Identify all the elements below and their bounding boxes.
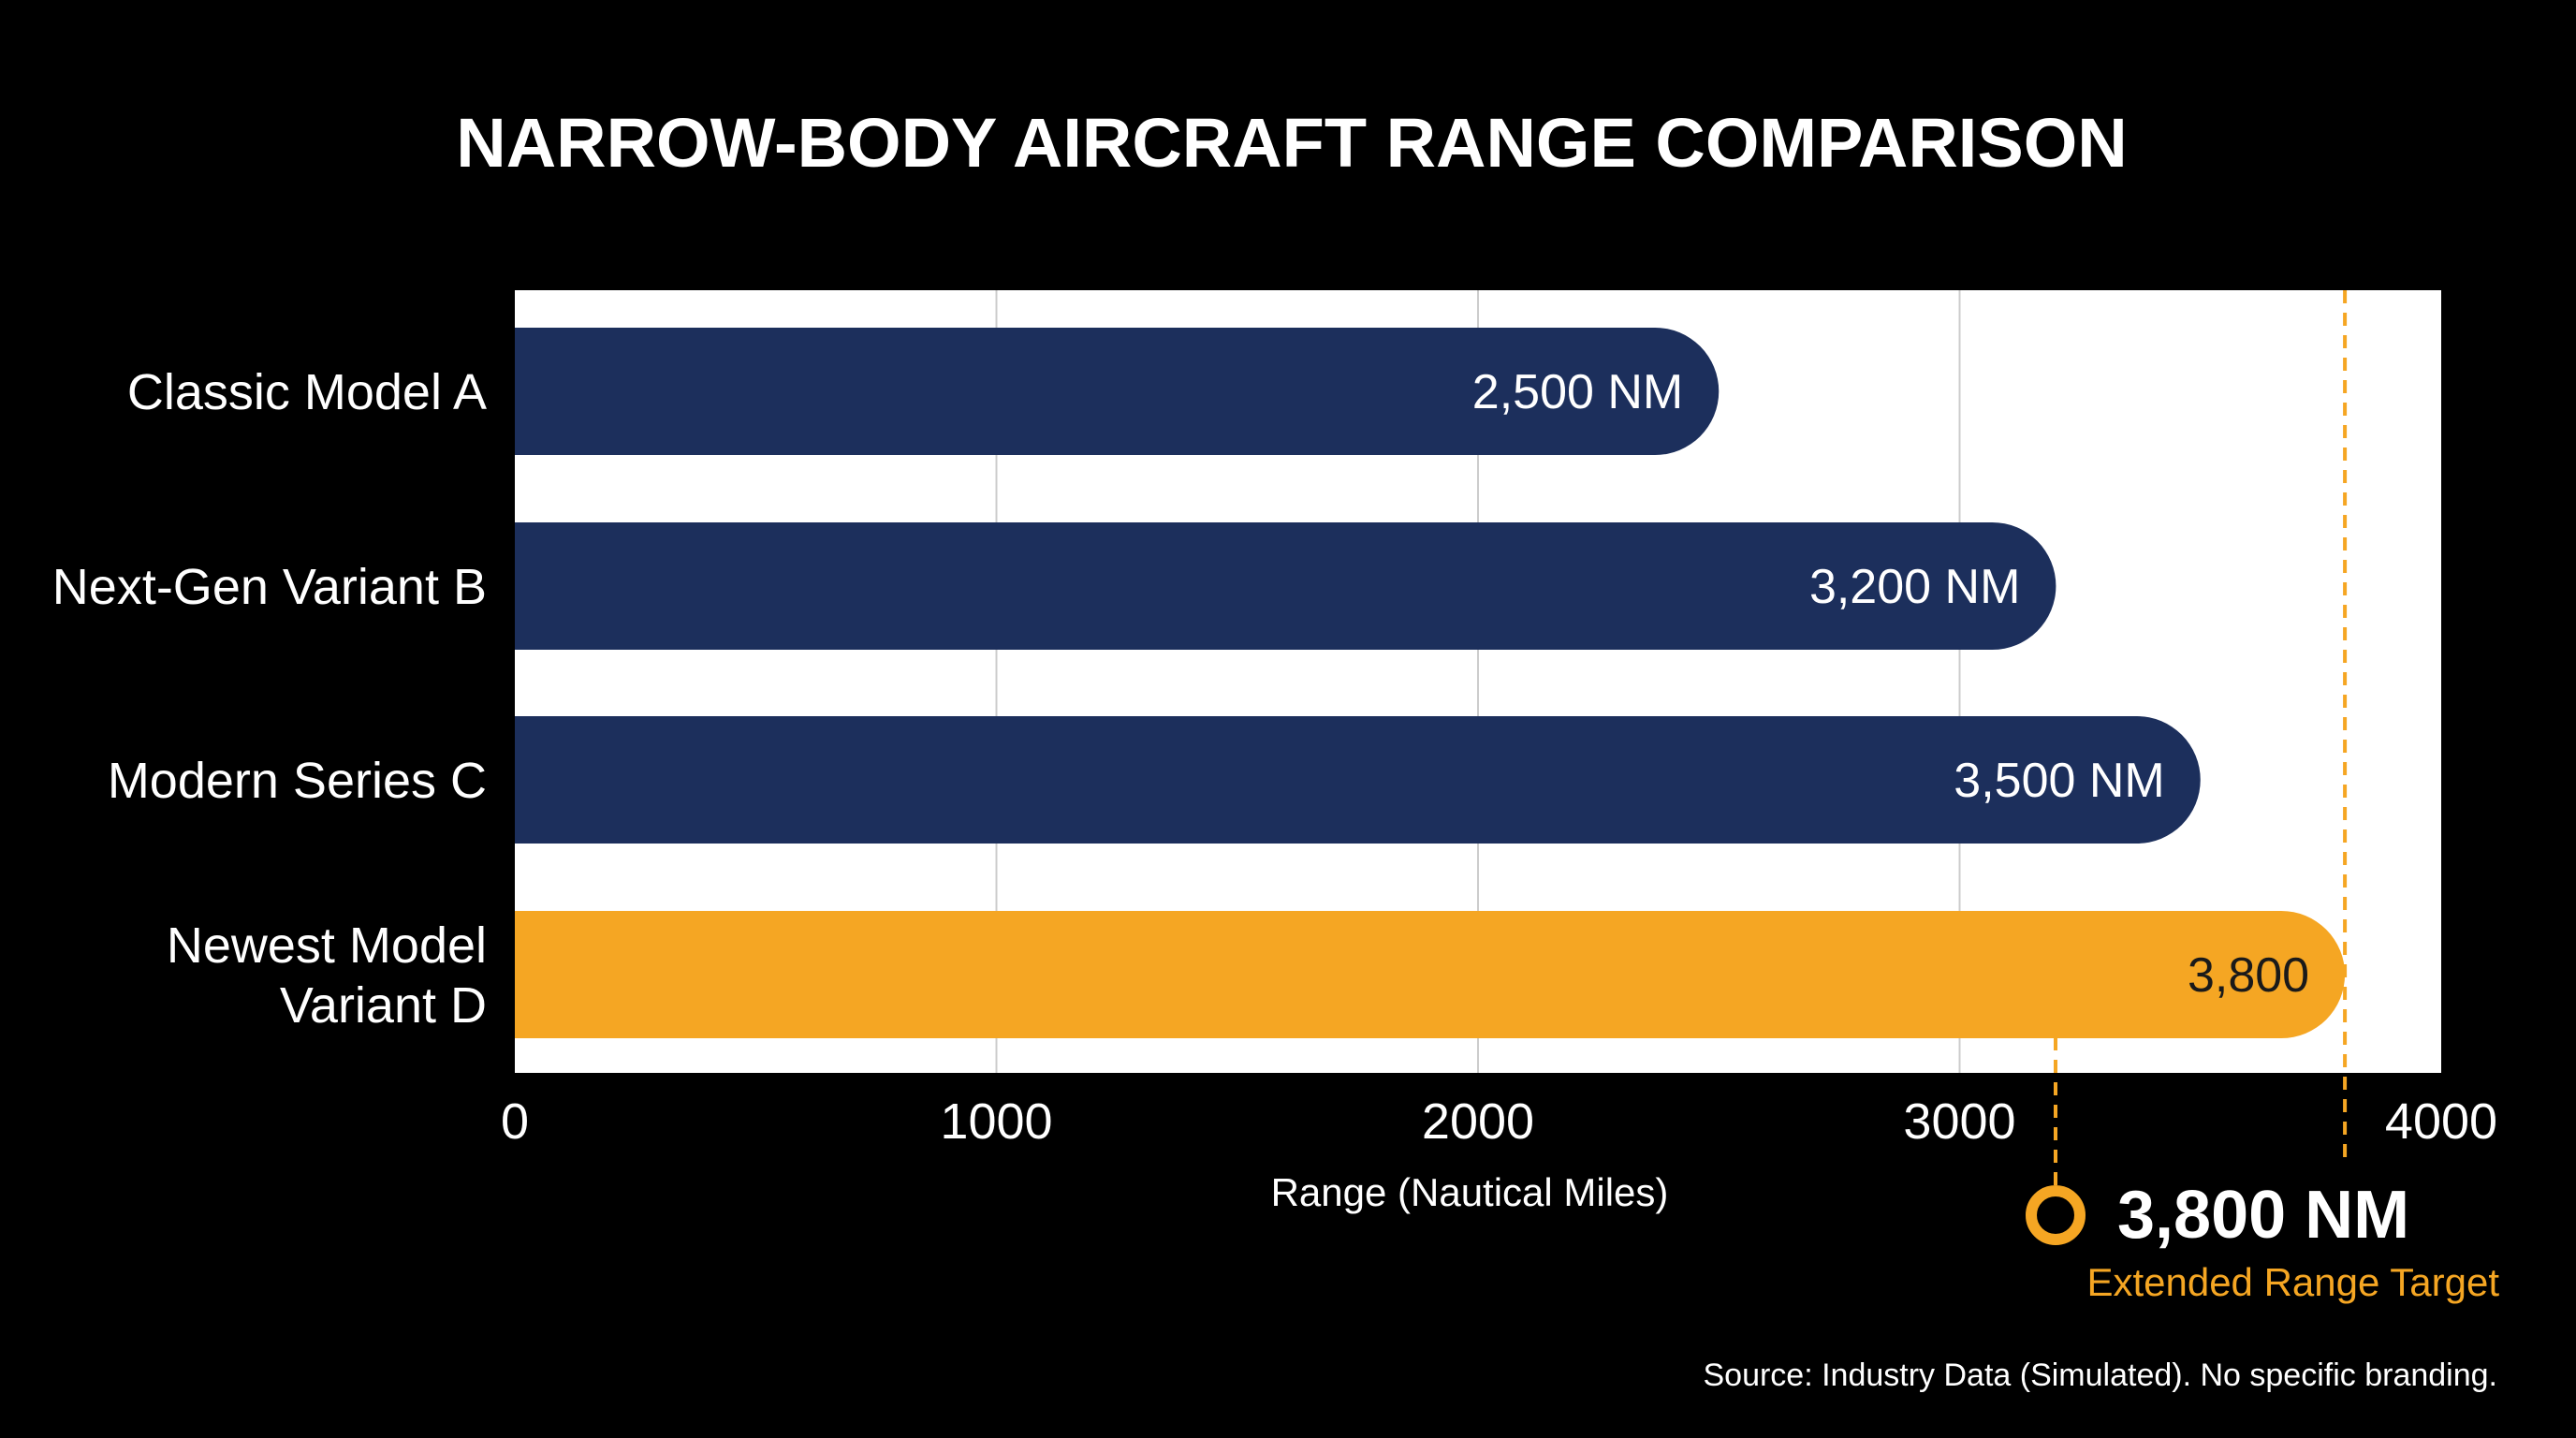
bar-value-label: 3,500 NM [1954, 754, 2164, 808]
category-label: Newest Model [167, 917, 487, 974]
x-tick-label: 2000 [1422, 1093, 1534, 1150]
x-tick-label: 3000 [1903, 1093, 2015, 1150]
category-label: Variant D [280, 977, 487, 1034]
category-label: Modern Series C [108, 753, 487, 809]
source-note: Source: Industry Data (Simulated). No sp… [1703, 1357, 2497, 1393]
reference-marker-ring [2026, 1185, 2086, 1245]
bar-value-label: 3,200 NM [1809, 560, 2020, 614]
category-label: Classic Model A [127, 364, 487, 420]
reference-label-text: Extended Range Target [2086, 1260, 2499, 1304]
bar-highlight [515, 911, 2346, 1038]
x-tick-label: 0 [501, 1093, 529, 1150]
category-label: Next-Gen Variant B [52, 559, 487, 615]
bar [515, 328, 1720, 455]
bar [515, 522, 2056, 650]
bars: 2,500 NM 3,200 NM 3,500 NM 3,800 [515, 328, 2346, 1038]
x-tick-label: 4000 [2385, 1093, 2497, 1150]
category-labels: Classic Model A Next-Gen Variant B Modern … [52, 364, 487, 1034]
reference-line-group [2026, 290, 2348, 1245]
x-axis-title: Range (Nautical Miles) [1271, 1170, 1669, 1214]
reference-value-text: 3,800 NM [2117, 1178, 2409, 1253]
x-axis-ticks: 0 1000 2000 3000 4000 [501, 1093, 2497, 1150]
bar-value-label: 2,500 NM [1472, 365, 1683, 419]
chart-title: NARROW-BODY AIRCRAFT RANGE COMPARISON [456, 104, 2127, 182]
bar-value-label: 3,800 [2188, 948, 2309, 1003]
bar [515, 716, 2201, 844]
x-tick-label: 1000 [940, 1093, 1052, 1150]
